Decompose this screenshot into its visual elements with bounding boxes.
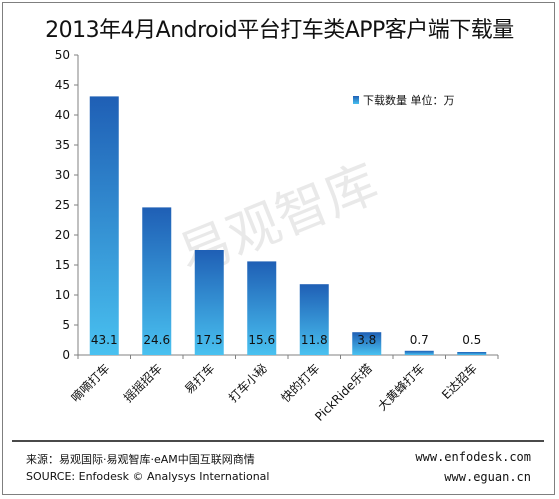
x-category-label: 易打车	[181, 361, 217, 397]
x-category-label: 快的打车	[278, 361, 323, 406]
bar-value-label: 3.8	[357, 333, 376, 347]
bar-value-label: 11.8	[301, 333, 328, 347]
bar-value-label: 43.1	[91, 333, 118, 347]
bar	[142, 207, 172, 355]
footer-divider	[12, 440, 544, 442]
source-en: SOURCE: Enfodesk © Analysys Internationa…	[26, 470, 270, 483]
source-url-eguan[interactable]: www.eguan.cn	[444, 470, 531, 484]
bar-value-label: 0.5	[462, 333, 481, 347]
legend-swatch	[353, 96, 359, 104]
bar-value-label: 17.5	[196, 333, 223, 347]
chart-title: 2013年4月Android平台打车类APP客户端下载量	[45, 18, 514, 43]
x-category-label: 摇摇招车	[120, 361, 165, 406]
bar	[404, 350, 434, 355]
x-category-label: 打车小秘	[225, 361, 270, 406]
y-tick-label: 5	[62, 318, 70, 332]
x-category-label: E达招车	[438, 361, 479, 402]
y-tick-label: 35	[55, 138, 70, 152]
bar	[457, 352, 487, 355]
source-url-enfodesk[interactable]: www.enfodesk.com	[415, 450, 531, 464]
bar	[247, 261, 277, 355]
bar-value-label: 0.7	[410, 333, 429, 347]
bar	[299, 284, 329, 355]
axes: 0 5 10 15 20 25 30 35 40 45 50	[55, 48, 499, 362]
legend-label: 下载数量 单位：万	[363, 93, 455, 107]
x-category-label: 嘀嘀打车	[68, 361, 113, 406]
x-category-label: 大黄蜂打车	[374, 361, 427, 414]
bar	[352, 332, 382, 355]
bar-value-label: 24.6	[143, 333, 170, 347]
y-tick-label: 15	[55, 258, 70, 272]
y-tick-label: 0	[62, 348, 70, 362]
y-tick-label: 50	[55, 48, 70, 62]
legend: 下载数量 单位：万	[353, 93, 455, 107]
bars: 43.1 嘀嘀打车 24.6 摇摇招车 17.5 易打车 15.6 打车小秘 11.8 快的打车 3…	[68, 96, 487, 424]
bar	[194, 250, 224, 355]
y-tick-label: 20	[55, 228, 70, 242]
source-cn: 来源：易观国际·易观智库·eAM中国互联网商情	[26, 453, 255, 466]
y-tick-label: 10	[55, 288, 70, 302]
y-tick-label: 40	[55, 108, 70, 122]
y-tick-label: 45	[55, 78, 70, 92]
y-tick-label: 30	[55, 168, 70, 182]
y-tick-label: 25	[55, 198, 70, 212]
bar-value-label: 15.6	[248, 333, 275, 347]
bar	[89, 96, 119, 356]
